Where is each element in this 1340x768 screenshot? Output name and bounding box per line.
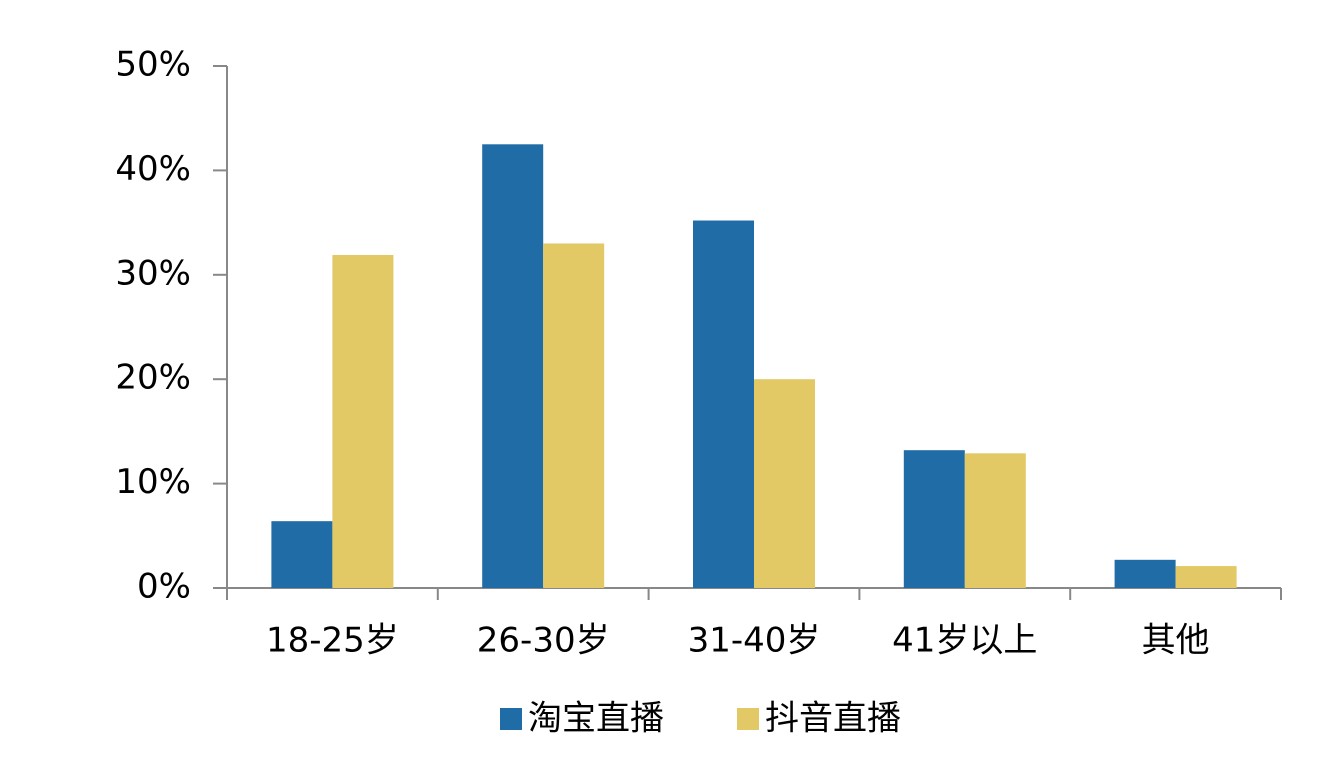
y-tick-label: 30% <box>115 253 191 293</box>
bar <box>964 453 1026 588</box>
legend-swatch <box>737 708 759 730</box>
x-tick-label: 26-30岁 <box>477 621 610 661</box>
legend-label: 淘宝直播 <box>528 699 664 739</box>
bar <box>543 243 605 589</box>
legend-label: 抖音直播 <box>765 699 901 739</box>
bar <box>482 144 544 589</box>
y-tick-label: 10% <box>115 462 191 502</box>
x-tick-label: 31-40岁 <box>688 621 821 661</box>
bar <box>754 379 815 588</box>
y-tick-label: 0% <box>137 567 191 607</box>
bar <box>271 521 333 588</box>
legend-swatch <box>500 708 522 730</box>
bar <box>1114 559 1176 588</box>
bar <box>332 254 394 589</box>
bar <box>693 220 754 588</box>
x-tick-label: 其他 <box>1142 621 1210 661</box>
bar <box>903 450 965 588</box>
y-tick-label: 40% <box>115 149 191 189</box>
x-tick-label: 41岁以上 <box>892 621 1037 661</box>
y-tick-label: 50% <box>115 45 191 85</box>
x-tick-label: 18-25岁 <box>266 621 399 661</box>
y-tick-label: 20% <box>115 358 191 398</box>
bar <box>1175 566 1237 588</box>
